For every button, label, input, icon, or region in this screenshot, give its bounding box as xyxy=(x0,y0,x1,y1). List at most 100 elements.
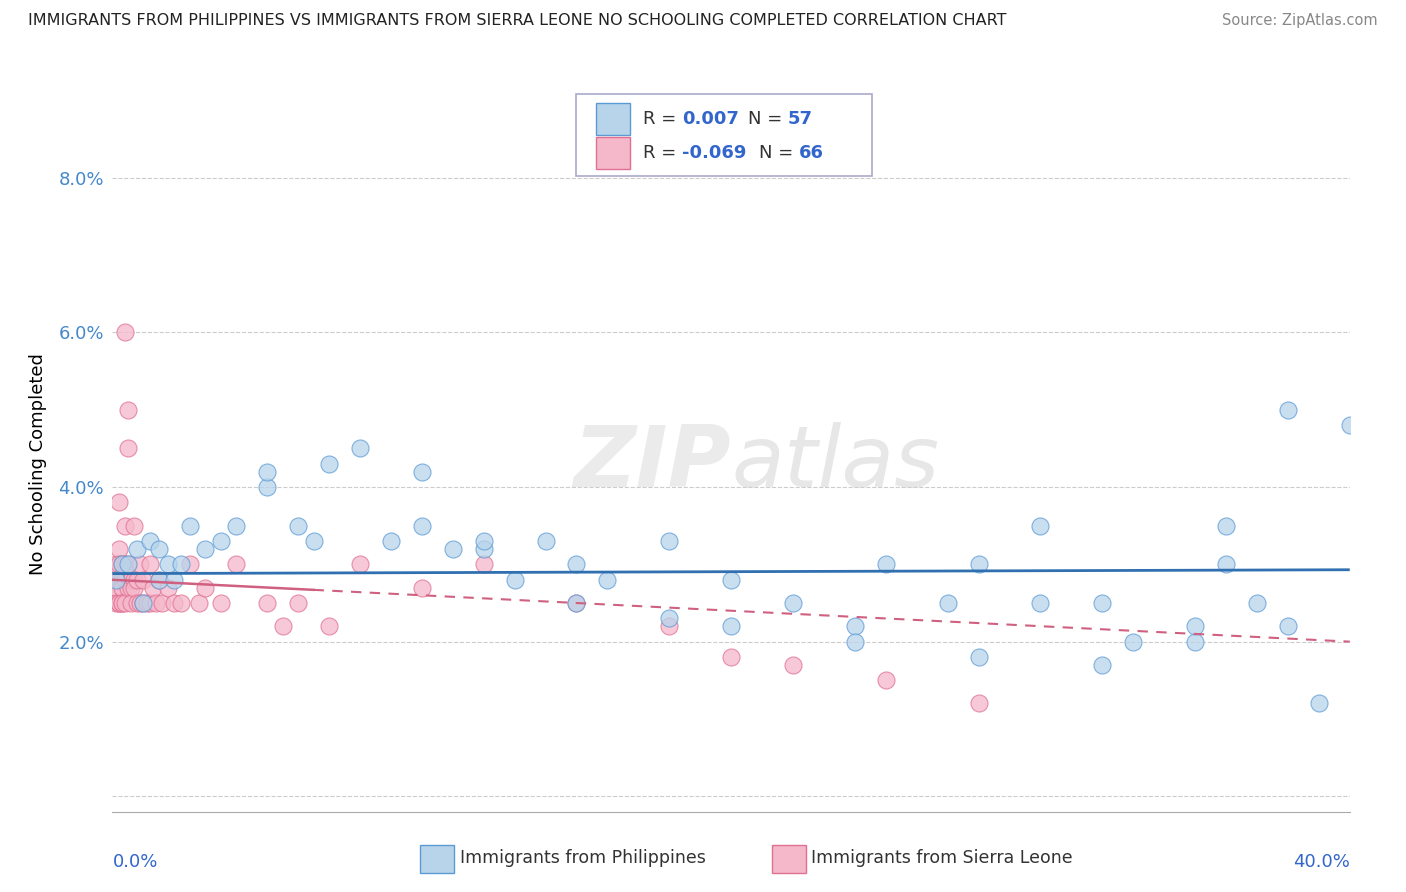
Point xyxy=(122,573,145,587)
Point xyxy=(107,558,129,572)
Point xyxy=(127,541,149,556)
Point xyxy=(132,596,155,610)
Point xyxy=(111,573,134,587)
Point xyxy=(658,534,681,549)
Point xyxy=(782,657,804,672)
Point xyxy=(503,573,526,587)
Point xyxy=(117,581,139,595)
Point xyxy=(111,581,134,595)
Point xyxy=(875,558,897,572)
Point xyxy=(111,596,134,610)
Point xyxy=(1091,596,1114,610)
Point xyxy=(844,634,866,648)
Point xyxy=(157,558,180,572)
Point xyxy=(114,573,136,587)
Point xyxy=(107,541,129,556)
Point xyxy=(256,465,278,479)
Text: Immigrants from Sierra Leone: Immigrants from Sierra Leone xyxy=(811,849,1073,867)
Point xyxy=(104,573,127,587)
Point xyxy=(111,596,134,610)
Point xyxy=(225,518,247,533)
Point xyxy=(138,534,160,549)
Point xyxy=(256,596,278,610)
Point xyxy=(287,518,309,533)
Y-axis label: No Schooling Completed: No Schooling Completed xyxy=(30,353,48,574)
Point xyxy=(169,558,191,572)
Point xyxy=(302,534,325,549)
Point xyxy=(411,581,433,595)
Point xyxy=(107,495,129,509)
Point xyxy=(720,650,742,665)
Point xyxy=(472,534,495,549)
Point xyxy=(135,596,157,610)
Point xyxy=(117,558,139,572)
Point xyxy=(1308,697,1330,711)
Point xyxy=(114,558,136,572)
Point xyxy=(256,480,278,494)
Text: ZIP: ZIP xyxy=(574,422,731,506)
Point xyxy=(104,581,127,595)
Point xyxy=(122,581,145,595)
Point xyxy=(179,518,201,533)
Point xyxy=(188,596,211,610)
Point xyxy=(936,596,959,610)
Point xyxy=(138,558,160,572)
Point xyxy=(148,541,170,556)
Point xyxy=(1122,634,1144,648)
Point xyxy=(104,558,127,572)
Point xyxy=(534,534,557,549)
Point xyxy=(111,558,134,572)
Point xyxy=(117,402,139,417)
Point xyxy=(163,573,186,587)
Text: 0.0%: 0.0% xyxy=(112,854,157,871)
Point xyxy=(1029,596,1052,610)
Point xyxy=(565,558,588,572)
Point xyxy=(1091,657,1114,672)
Point xyxy=(150,596,173,610)
Text: N =: N = xyxy=(759,144,799,162)
Point xyxy=(117,442,139,456)
Point xyxy=(163,596,186,610)
Point xyxy=(1339,418,1361,433)
Point xyxy=(349,442,371,456)
Point xyxy=(145,596,167,610)
Point xyxy=(148,573,170,587)
Point xyxy=(114,326,136,340)
Point xyxy=(472,558,495,572)
Point xyxy=(1184,634,1206,648)
Point xyxy=(111,558,134,572)
Point xyxy=(1184,619,1206,633)
Point xyxy=(120,596,142,610)
Point xyxy=(209,534,232,549)
Text: IMMIGRANTS FROM PHILIPPINES VS IMMIGRANTS FROM SIERRA LEONE NO SCHOOLING COMPLET: IMMIGRANTS FROM PHILIPPINES VS IMMIGRANT… xyxy=(28,13,1007,29)
Text: Source: ZipAtlas.com: Source: ZipAtlas.com xyxy=(1222,13,1378,29)
Point xyxy=(271,619,294,633)
Text: 66: 66 xyxy=(799,144,824,162)
Point xyxy=(114,596,136,610)
Point xyxy=(104,596,127,610)
Point xyxy=(411,518,433,533)
Text: atlas: atlas xyxy=(731,422,939,506)
Point xyxy=(157,581,180,595)
Point xyxy=(411,465,433,479)
Point xyxy=(1277,402,1299,417)
Point xyxy=(967,697,990,711)
Point xyxy=(1215,518,1237,533)
Point xyxy=(209,596,232,610)
Point xyxy=(225,558,247,572)
Point xyxy=(441,541,464,556)
Point xyxy=(132,573,155,587)
Point xyxy=(318,457,340,471)
Point xyxy=(596,573,619,587)
Point xyxy=(104,573,127,587)
Point xyxy=(565,596,588,610)
Text: 0.007: 0.007 xyxy=(682,110,738,128)
Point xyxy=(967,558,990,572)
Point xyxy=(169,596,191,610)
Point xyxy=(120,581,142,595)
Text: R =: R = xyxy=(643,144,682,162)
Point xyxy=(129,558,152,572)
Point xyxy=(194,581,217,595)
Point xyxy=(782,596,804,610)
Point xyxy=(875,673,897,688)
